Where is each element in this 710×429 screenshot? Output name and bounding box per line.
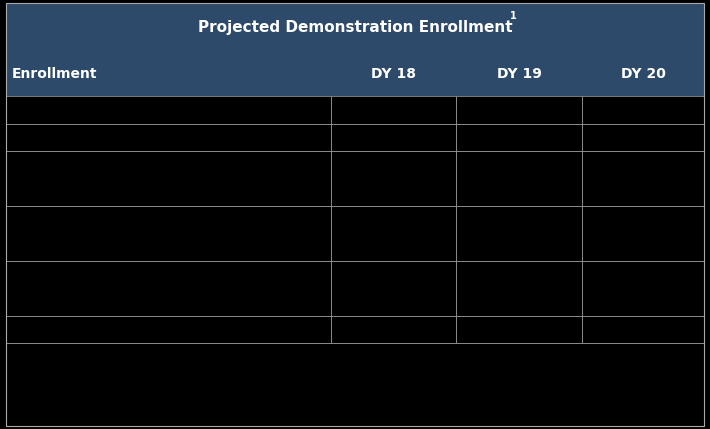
- Bar: [582, 151, 704, 206]
- Bar: [457, 206, 582, 261]
- Text: 1: 1: [510, 11, 517, 21]
- Bar: [457, 316, 582, 343]
- Bar: [6, 343, 704, 426]
- Bar: [582, 124, 704, 151]
- Text: Enrollment: Enrollment: [11, 67, 97, 81]
- Text: DY 20: DY 20: [621, 67, 666, 81]
- Bar: [6, 151, 331, 206]
- Text: DY 19: DY 19: [497, 67, 542, 81]
- Bar: [582, 96, 704, 124]
- Bar: [457, 151, 582, 206]
- Bar: [331, 261, 457, 316]
- Bar: [331, 96, 457, 124]
- Bar: [331, 151, 457, 206]
- Bar: [6, 316, 331, 343]
- Text: DY 18: DY 18: [371, 67, 416, 81]
- Bar: [6, 52, 704, 96]
- Bar: [457, 261, 582, 316]
- Bar: [6, 3, 704, 52]
- Bar: [331, 316, 457, 343]
- Bar: [457, 124, 582, 151]
- Bar: [582, 316, 704, 343]
- Bar: [6, 96, 331, 124]
- Text: Projected Demonstration Enrollment: Projected Demonstration Enrollment: [197, 20, 513, 35]
- Bar: [6, 124, 331, 151]
- Bar: [6, 206, 331, 261]
- Bar: [331, 206, 457, 261]
- Bar: [6, 261, 331, 316]
- Bar: [331, 124, 457, 151]
- Bar: [457, 96, 582, 124]
- Bar: [582, 261, 704, 316]
- Bar: [582, 206, 704, 261]
